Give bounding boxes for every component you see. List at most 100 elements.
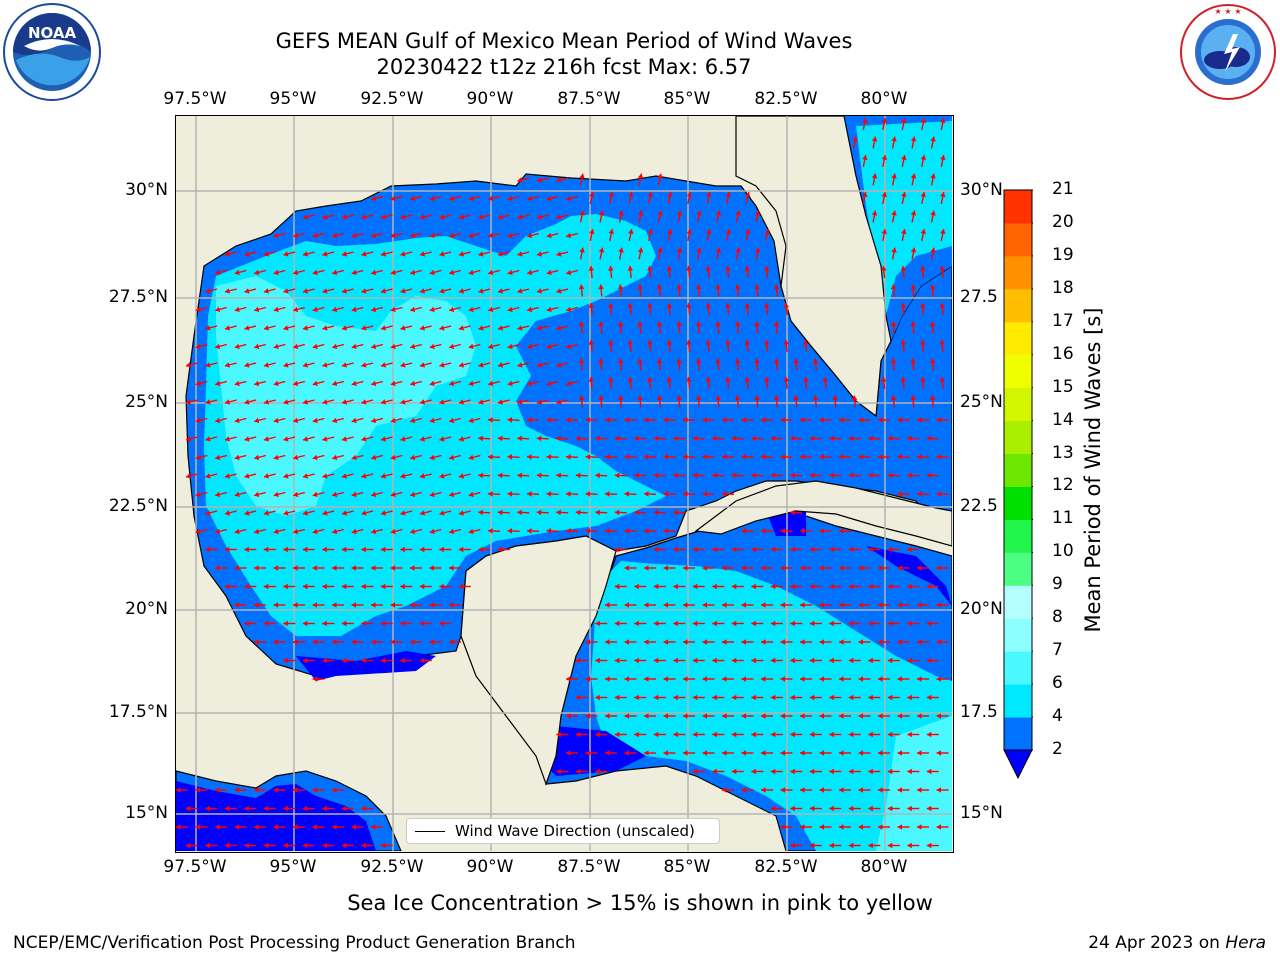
wave-direction-arrow — [800, 676, 812, 682]
wave-direction-arrow — [195, 417, 208, 424]
wave-direction-arrow — [832, 395, 838, 408]
wave-direction-arrow — [676, 284, 682, 297]
colorbar-bin — [1004, 519, 1032, 553]
wave-direction-arrow — [783, 376, 790, 390]
wave-direction-arrow — [773, 358, 780, 371]
wave-direction-arrow — [624, 713, 637, 719]
wave-direction-arrow — [848, 842, 861, 849]
wave-direction-arrow — [595, 620, 608, 627]
wave-direction-arrow — [527, 232, 539, 239]
wave-direction-arrow — [234, 380, 247, 387]
wave-direction-arrow — [940, 228, 946, 242]
wave-direction-arrow — [897, 676, 910, 682]
wave-direction-arrow — [497, 546, 510, 553]
wave-direction-arrow — [666, 376, 673, 390]
wave-direction-arrow — [566, 713, 578, 719]
wave-direction-arrow — [754, 210, 761, 223]
wave-direction-arrow — [799, 454, 813, 460]
wave-direction-arrow — [468, 454, 481, 461]
lat-tick-left: 15°N — [125, 803, 168, 823]
wave-direction-arrow — [302, 251, 315, 257]
lon-tick-top: 90°W — [466, 89, 514, 109]
wave-direction-arrow — [273, 343, 286, 350]
colorbar-bin — [1004, 321, 1032, 356]
wave-direction-arrow — [673, 546, 686, 553]
wave-direction-arrow — [400, 214, 413, 220]
wave-direction-arrow — [712, 657, 725, 664]
wave-direction-arrow — [725, 191, 731, 205]
wave-direction-arrow — [536, 288, 549, 294]
lon-tick-top: 92.5°W — [360, 89, 424, 109]
wave-direction-arrow — [936, 417, 949, 423]
wave-direction-arrow — [556, 731, 569, 738]
legend-line-swatch — [415, 830, 445, 832]
wave-direction-arrow — [702, 750, 715, 756]
wave-direction-arrow — [647, 302, 653, 316]
wave-direction-arrow — [666, 339, 673, 353]
wave-direction-arrow — [556, 472, 569, 479]
wave-direction-arrow — [618, 247, 624, 260]
wave-direction-arrow — [819, 824, 832, 830]
wave-direction-arrow — [302, 842, 315, 849]
wave-direction-arrow — [926, 768, 939, 775]
wave-direction-arrow — [312, 232, 325, 239]
lat-tick-right: 20°N — [960, 599, 1003, 619]
wave-direction-arrow — [478, 509, 491, 516]
wave-direction-arrow — [644, 750, 656, 756]
wave-direction-arrow — [676, 247, 683, 260]
wave-direction-arrow — [595, 509, 608, 516]
wave-direction-arrow — [419, 288, 432, 294]
wave-direction-arrow — [881, 117, 887, 131]
wave-direction-arrow — [478, 251, 491, 257]
wave-direction-arrow — [536, 177, 549, 183]
wave-direction-arrow — [868, 805, 881, 812]
wave-direction-arrow — [764, 302, 770, 316]
wave-direction-arrow — [497, 214, 510, 220]
wave-direction-arrow — [773, 321, 780, 334]
wave-direction-arrow — [517, 435, 530, 442]
wave-direction-arrow — [897, 824, 910, 830]
wave-direction-arrow — [419, 510, 432, 516]
wave-direction-arrow — [780, 565, 793, 571]
wave-direction-arrow — [868, 620, 881, 627]
wave-direction-arrow — [361, 546, 374, 553]
wave-direction-arrow — [244, 436, 257, 442]
wave-direction-arrow — [341, 251, 354, 257]
wave-direction-arrow — [822, 376, 829, 390]
wave-direction-arrow — [624, 528, 637, 534]
wave-direction-arrow — [624, 602, 637, 608]
chart-title: GEFS MEAN Gulf of Mexico Mean Period of … — [275, 29, 853, 53]
wave-direction-arrow — [400, 251, 413, 257]
wave-direction-arrow — [380, 214, 393, 220]
wave-direction-arrow — [205, 805, 218, 812]
wave-direction-arrow — [926, 435, 939, 442]
wave-direction-arrow — [215, 528, 227, 535]
wave-direction-arrow — [702, 491, 715, 497]
wave-direction-arrow — [487, 417, 501, 423]
wave-direction-arrow — [761, 676, 773, 682]
wave-direction-arrow — [468, 417, 481, 424]
wave-direction-arrow — [575, 657, 588, 664]
wave-direction-arrow — [682, 454, 696, 460]
wave-direction-arrow — [507, 269, 520, 276]
wave-direction-arrow — [839, 750, 851, 756]
wave-direction-arrow — [848, 620, 861, 627]
wave-direction-arrow — [644, 639, 656, 645]
wave-direction-arrow — [608, 302, 614, 316]
wave-direction-arrow — [380, 657, 393, 664]
wave-direction-arrow — [770, 805, 783, 812]
wave-direction-arrow — [838, 454, 852, 460]
wave-direction-arrow — [371, 417, 383, 424]
wave-direction-arrow — [897, 713, 910, 719]
lon-tick-bottom: 90°W — [466, 857, 514, 877]
wave-direction-arrow — [410, 491, 422, 498]
wave-direction-arrow — [478, 214, 491, 220]
wave-direction-arrow — [692, 546, 705, 553]
wave-direction-arrow — [790, 731, 803, 738]
wave-direction-arrow — [293, 528, 305, 535]
wave-direction-arrow — [790, 620, 803, 627]
wave-direction-arrow — [546, 491, 559, 497]
wave-direction-arrow — [614, 472, 627, 479]
wave-direction-arrow — [624, 676, 637, 682]
wave-direction-arrow — [656, 321, 663, 334]
